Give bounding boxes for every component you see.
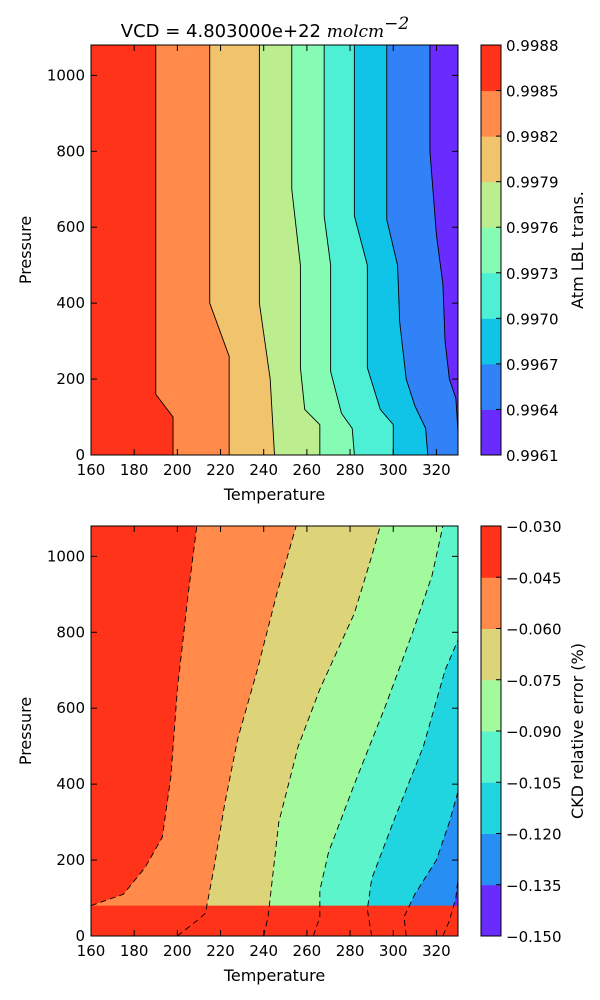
colorbar-tick-label: 0.9973: [506, 265, 559, 283]
y-tick-label: 800: [56, 142, 85, 160]
colorbar-tick-label: 0.9976: [506, 219, 559, 237]
colorbar-band: [481, 679, 501, 732]
y-tick-label: 1000: [47, 66, 85, 84]
contour-band: [91, 526, 458, 936]
y-tick-label: 200: [56, 851, 85, 869]
colorbar-tick-label: −0.150: [506, 928, 562, 946]
colorbar-tick-label: 0.9985: [506, 83, 559, 101]
colorbar-tick-label: 0.9979: [506, 174, 559, 192]
colorbar-band: [481, 731, 501, 783]
colorbar-tick-label: −0.135: [506, 877, 562, 895]
contour-line: [429, 45, 458, 433]
contour-lines: [91, 526, 458, 936]
x-tick-label: 320: [422, 461, 451, 479]
contour-line: [258, 45, 275, 455]
x-axis-label: Temperature: [223, 966, 325, 985]
colorbar-band: [481, 884, 501, 937]
colorbar-label: Atm LBL trans.: [568, 191, 587, 309]
chart-title: VCD = 4.803000e+22 molcm−2: [121, 14, 409, 42]
y-tick-label: 400: [56, 775, 85, 793]
x-axis-label: Temperature: [223, 485, 325, 504]
colorbar-tick-label: 0.9982: [506, 128, 559, 146]
y-tick-label: 800: [56, 623, 85, 641]
contour-line: [209, 45, 230, 455]
colorbar-band: [481, 227, 501, 274]
x-tick-label: 180: [120, 461, 149, 479]
x-tick-label: 300: [379, 942, 408, 960]
colorbar-frame: [480, 44, 502, 456]
colorbar-band: [481, 181, 501, 228]
colorbar-tick-label: 0.9970: [506, 310, 559, 328]
x-tick-label: 240: [249, 942, 278, 960]
colorbar-tick-label: −0.090: [506, 723, 562, 741]
colorbar-band: [481, 409, 501, 456]
contour-fills: [91, 45, 458, 455]
contour-fills: [91, 526, 458, 936]
x-tick-label: 260: [293, 461, 322, 479]
y-tick-label: 600: [56, 218, 85, 236]
plot-frame: [90, 44, 459, 456]
contour-line: [263, 526, 381, 936]
x-tick-label: 200: [163, 942, 192, 960]
y-tick-label: 1000: [47, 547, 85, 565]
contour-lines: [155, 45, 458, 455]
y-tick-label: 600: [56, 699, 85, 717]
contour-line: [353, 45, 394, 455]
y-tick-label: 200: [56, 370, 85, 388]
y-tick-label: 0: [75, 927, 85, 945]
colorbar-band: [481, 272, 501, 319]
x-tick-label: 180: [120, 942, 149, 960]
colorbar-tick-label: −0.075: [506, 672, 562, 690]
colorbar-tick-label: −0.120: [506, 826, 562, 844]
x-tick-label: 320: [422, 942, 451, 960]
contour-line: [291, 45, 321, 455]
colorbar-band: [481, 363, 501, 410]
colorbar-tick-label: −0.045: [506, 569, 562, 587]
colorbar-tick-label: −0.060: [506, 621, 562, 639]
colorbar-label: CKD relative error (%): [568, 643, 587, 819]
colorbar-band: [481, 782, 501, 834]
colorbar-band: [481, 526, 501, 578]
contour-line: [323, 45, 355, 455]
contour-line: [403, 791, 458, 936]
colorbar-band: [481, 45, 501, 92]
colorbar-band: [481, 577, 501, 629]
colorbar-tick-label: 0.9988: [506, 37, 559, 55]
contour-line: [386, 45, 429, 455]
y-tick-label: 0: [75, 446, 85, 464]
x-tick-label: 240: [249, 461, 278, 479]
colorbar-tick-label: −0.030: [506, 518, 562, 536]
colorbar-tick-label: 0.9967: [506, 356, 559, 374]
x-tick-label: 160: [77, 942, 106, 960]
colorbar-tick-label: 0.9964: [506, 401, 559, 419]
contour-line: [312, 526, 444, 936]
ckd-error-contour-chart: 160 180 200 220 240 260 280 300 320 0 200 400 600 800…: [16, 518, 587, 985]
x-tick-label: 220: [206, 461, 235, 479]
x-tick-label: 200: [163, 461, 192, 479]
y-axis-label: Pressure: [16, 697, 35, 765]
colorbar-band: [481, 136, 501, 183]
lbl-transmission-contour-chart: 160 180 200 220 240 260 280 300 320 0 200 400 600 800…: [16, 37, 587, 504]
x-tick-label: 300: [379, 461, 408, 479]
colorbar-band: [481, 318, 501, 365]
colorbar-band: [481, 90, 501, 137]
y-axis-label: Pressure: [16, 216, 35, 284]
x-tick-label: 280: [336, 942, 365, 960]
x-tick-label: 220: [206, 942, 235, 960]
x-tick-label: 160: [77, 461, 106, 479]
colorbar: −0.150 −0.135 −0.120 −0.105 −0.090 −0.075 −0.0…: [480, 518, 587, 946]
colorbar-tick-label: 0.9961: [506, 447, 559, 465]
colorbar-tick-label: −0.105: [506, 774, 562, 792]
contour-line: [155, 45, 174, 455]
x-tick-label: 260: [293, 942, 322, 960]
colorbar-band: [481, 628, 501, 681]
y-tick-label: 400: [56, 294, 85, 312]
x-tick-label: 280: [336, 461, 365, 479]
plot-frame: [90, 525, 459, 937]
colorbar: 0.9961 0.9964 0.9967 0.9970 0.9973 0.9976 0.99…: [480, 37, 587, 465]
contour-band: [91, 45, 174, 455]
contour-line: [91, 526, 198, 907]
colorbar-band: [481, 833, 501, 886]
